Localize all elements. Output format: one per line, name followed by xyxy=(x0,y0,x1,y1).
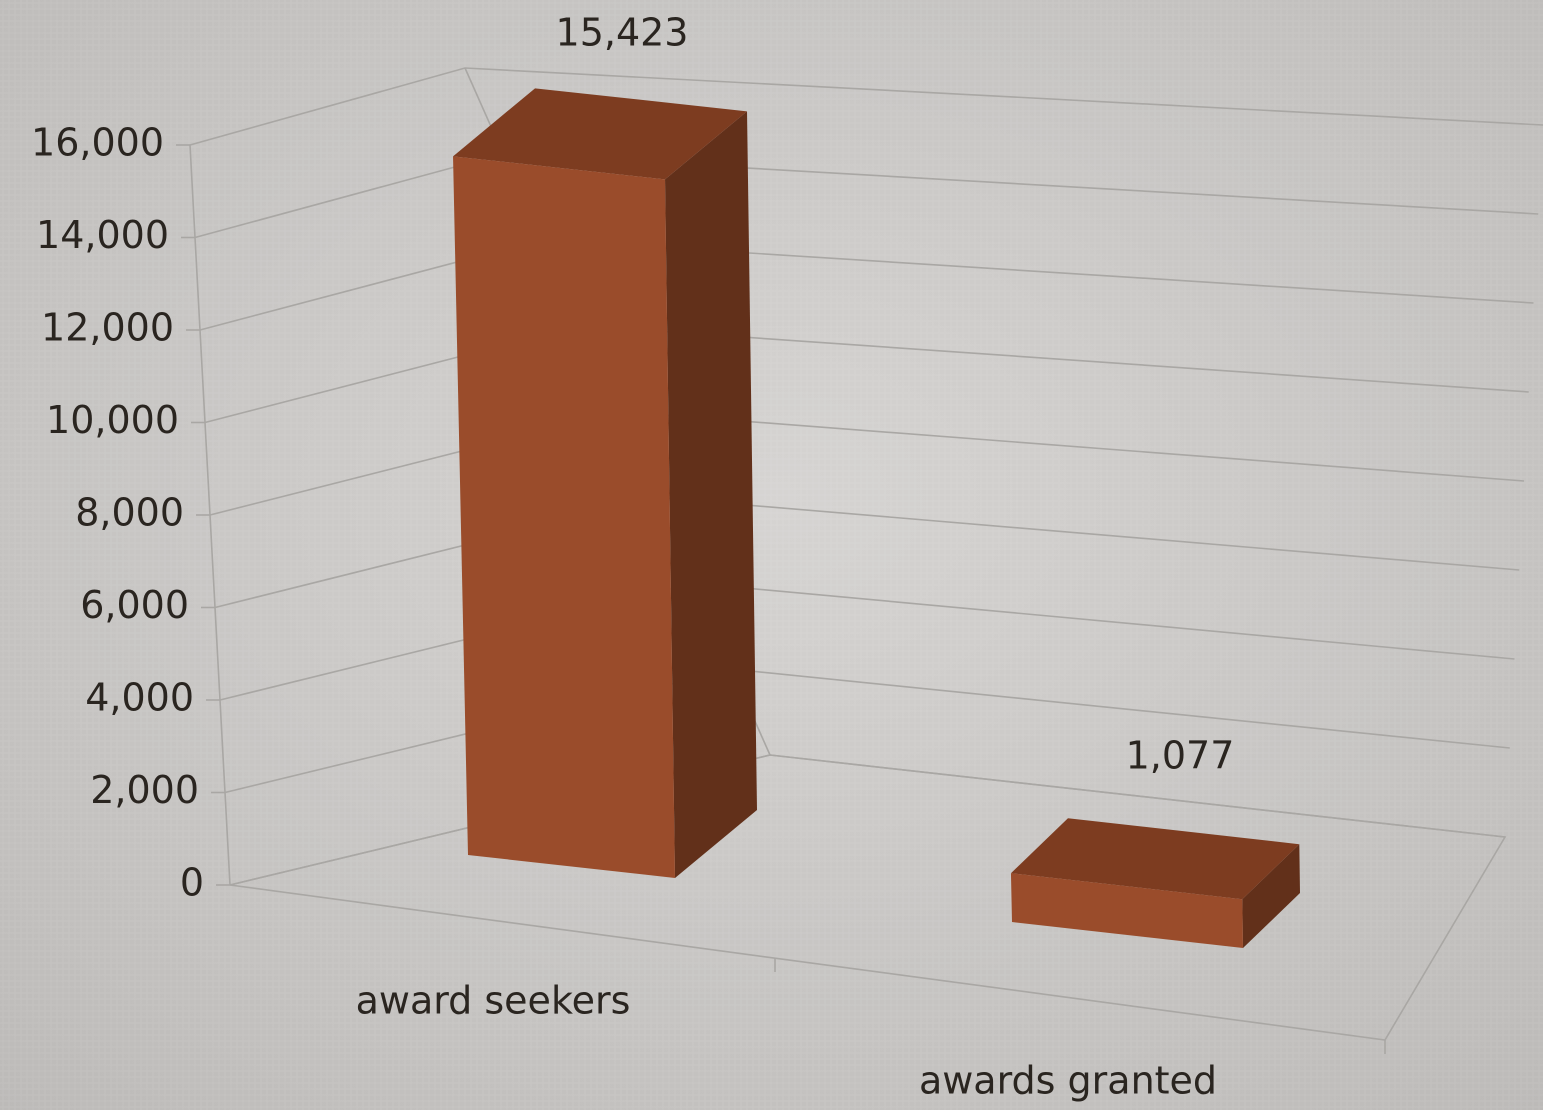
y-tick-label: 0 xyxy=(180,861,204,905)
bar-front xyxy=(1010,873,1243,948)
grid-line xyxy=(229,754,1506,886)
bar-front xyxy=(453,156,675,878)
bar-side xyxy=(665,111,757,879)
y-tick-label: 12,000 xyxy=(41,306,174,350)
bar xyxy=(453,88,757,879)
grid-line xyxy=(189,67,1543,146)
value-label: 15,423 xyxy=(556,11,689,55)
y-tick-label: 14,000 xyxy=(36,213,169,257)
y-tick-label: 16,000 xyxy=(31,121,164,165)
bar xyxy=(1010,818,1300,948)
y-tick-label: 6,000 xyxy=(80,583,189,627)
y-tick-label: 4,000 xyxy=(85,676,194,720)
y-tick-label: 10,000 xyxy=(46,398,179,442)
bar-side xyxy=(1242,844,1300,948)
y-tick-label: 8,000 xyxy=(75,491,184,535)
x-tick-label: award seekers xyxy=(356,979,631,1023)
bar-top xyxy=(453,88,748,180)
y-tick-label: 2,000 xyxy=(90,768,199,812)
bar-top xyxy=(1010,818,1300,900)
x-tick-label: awards granted xyxy=(919,1059,1217,1103)
value-label: 1,077 xyxy=(1126,734,1235,778)
